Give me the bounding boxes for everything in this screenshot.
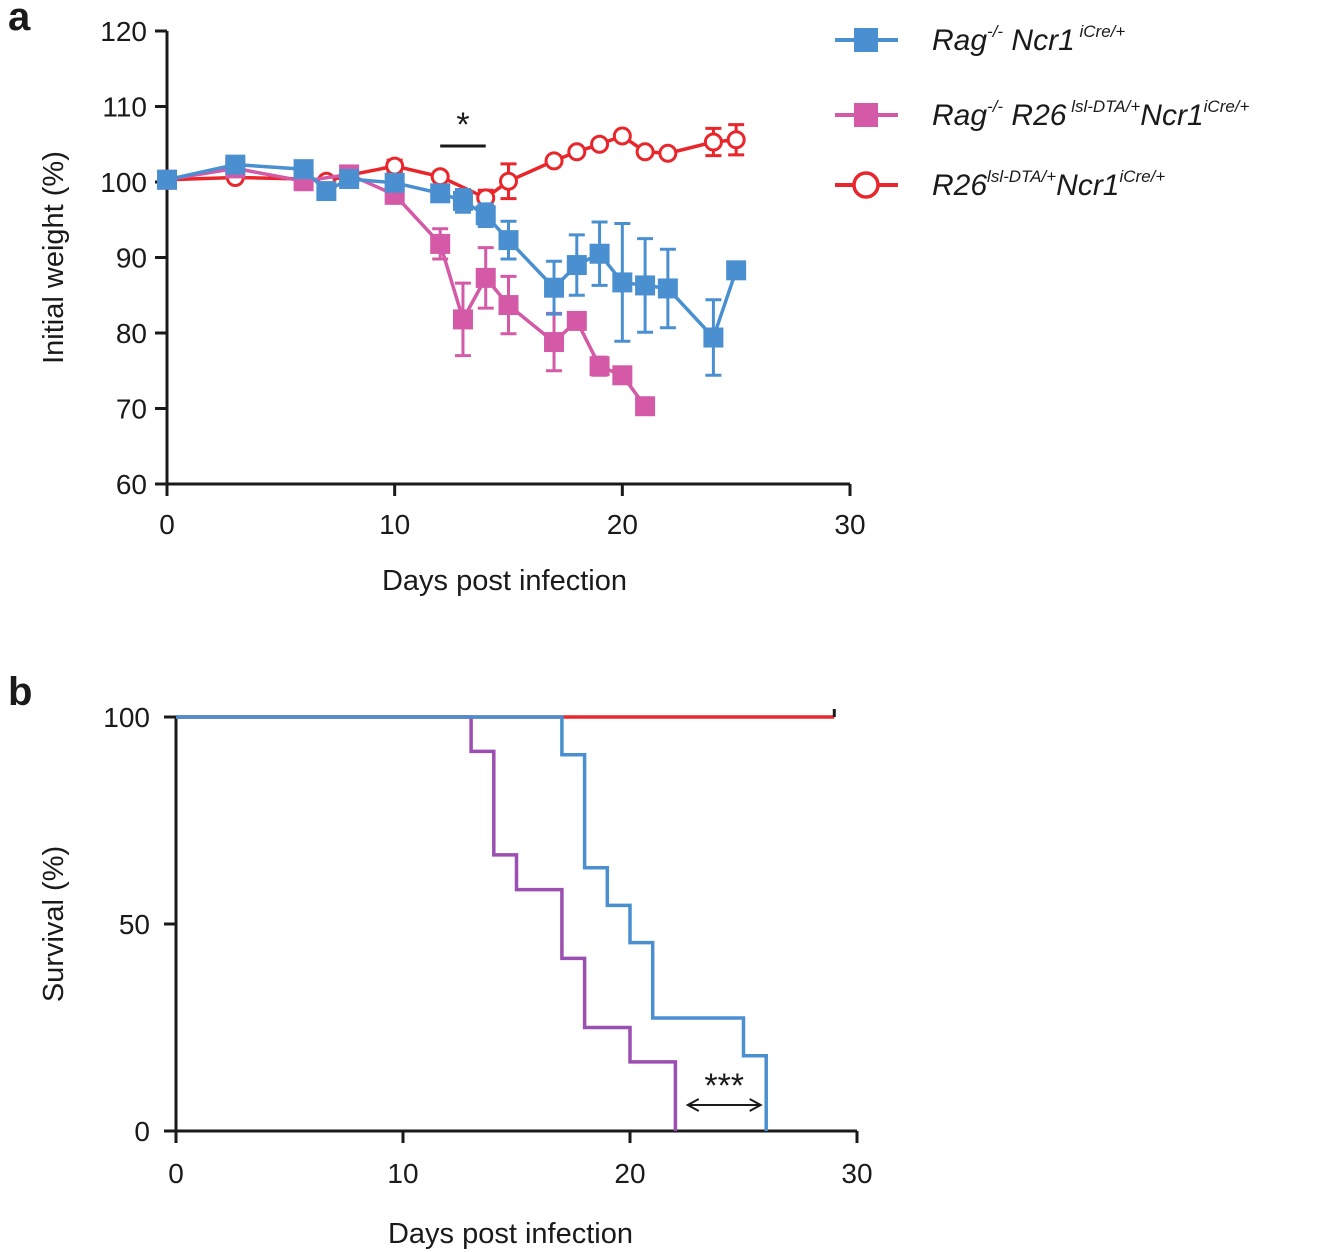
data-point	[225, 154, 246, 175]
data-point	[430, 167, 450, 187]
data-point	[157, 169, 177, 190]
series-blue	[157, 154, 747, 377]
series-magenta	[157, 158, 656, 417]
legend-text-part: Rag	[932, 24, 987, 57]
data-point	[498, 230, 519, 251]
series-line	[166, 166, 647, 408]
survival-chart: 0 50 100 0 10 20 30 Days post infection Survival…	[38, 702, 873, 1250]
data-point	[566, 310, 587, 331]
significance-label: *	[456, 106, 469, 144]
x-tick-label: 10	[379, 509, 410, 540]
legend-item-blue: Rag-/- Ncr1 iCre/+	[835, 22, 1125, 57]
data-point	[293, 159, 314, 180]
x-tick-label: 30	[841, 1158, 872, 1189]
y-tick-label: 60	[116, 469, 147, 500]
survival-curve-magenta	[176, 715, 678, 1131]
data-point	[544, 277, 565, 298]
legend-label: R26lsl-DTA/+Ncr1iCre/+	[932, 167, 1165, 202]
x-tick-label: 30	[834, 509, 865, 540]
data-point	[384, 172, 405, 193]
x-tick-label: 20	[614, 1158, 645, 1189]
data-point	[544, 332, 565, 353]
legend-marker	[852, 171, 880, 199]
y-tick-label: 90	[116, 243, 147, 274]
data-point	[452, 190, 473, 211]
series-line	[166, 162, 738, 341]
data-point	[590, 134, 610, 154]
x-axis-title: Days post infection	[382, 565, 627, 597]
legend-label: Rag-/- Ncr1 iCre/+	[932, 22, 1125, 57]
data-point	[635, 275, 656, 296]
arrow-head-left	[685, 1098, 700, 1112]
x-tick-label: 20	[607, 509, 638, 540]
data-point	[498, 295, 519, 316]
y-tick-label: 50	[119, 909, 150, 940]
x-tick-label: 10	[387, 1158, 418, 1189]
x-tick-label: 0	[168, 1158, 184, 1189]
data-point	[544, 151, 564, 171]
data-point	[657, 278, 678, 299]
x-tick-label: 0	[159, 509, 175, 540]
data-point	[612, 126, 632, 146]
data-point	[499, 171, 518, 191]
data-point	[567, 142, 587, 162]
data-point	[589, 243, 610, 264]
y-axis-title: Survival (%)	[38, 846, 70, 1002]
data-point	[703, 132, 723, 152]
y-tick-label: 100	[100, 167, 147, 198]
data-point	[475, 205, 496, 226]
legend-marker	[854, 28, 878, 52]
legend-superscript: lsl-DTA/+	[1066, 97, 1140, 116]
data-point	[430, 233, 451, 254]
y-tick-label: 70	[116, 394, 147, 425]
arrow-head-right	[749, 1098, 763, 1112]
legend-text-part: Rag	[932, 99, 987, 132]
legend-text-part: Ncr1	[1003, 24, 1075, 57]
weight-chart: 60 70 80 90 100 110 120 0 10 20 30 Days post infect…	[38, 16, 866, 597]
y-axis-title: Initial weight (%)	[38, 151, 70, 364]
legend-text-part: Ncr1	[1140, 99, 1203, 132]
panel-letter-b: b	[8, 670, 32, 714]
data-point	[339, 168, 360, 189]
data-point	[612, 365, 633, 386]
y-tick-label: 0	[134, 1116, 150, 1147]
legend-item-magenta: Rag-/- R26 lsl-DTA/+Ncr1iCre/+	[835, 97, 1250, 132]
y-tick-label: 100	[103, 702, 150, 733]
y-tick-label: 80	[116, 318, 147, 349]
legend-marker	[854, 103, 878, 127]
data-point	[430, 183, 451, 204]
legend-text-part: Ncr1	[1056, 169, 1119, 202]
data-point	[635, 142, 655, 162]
data-point	[726, 130, 746, 150]
panel-letter-a: a	[8, 0, 31, 39]
legend-superscript: iCre/+	[1120, 167, 1166, 186]
data-point	[566, 255, 587, 276]
y-tick-label: 110	[102, 92, 147, 123]
data-point	[658, 143, 678, 163]
data-point	[703, 327, 724, 348]
data-point	[385, 156, 405, 176]
legend-superscript: iCre/+	[1075, 22, 1126, 41]
data-point	[612, 272, 633, 293]
legend-label: Rag-/- R26 lsl-DTA/+Ncr1iCre/+	[932, 97, 1250, 132]
legend-superscript: lsl-DTA/+	[987, 167, 1056, 186]
legend-superscript: -/-	[987, 97, 1003, 116]
data-point	[726, 260, 747, 281]
data-point	[475, 267, 496, 288]
legend-superscript: -/-	[987, 22, 1003, 41]
legend-text-part: R26	[932, 169, 987, 202]
legend-item-red: R26lsl-DTA/+Ncr1iCre/+	[835, 167, 1165, 202]
legend-text-part: R26	[1003, 99, 1067, 132]
survival-curve-blue	[176, 715, 768, 1131]
data-point	[452, 309, 473, 330]
legend: Rag-/- Ncr1 iCre/+Rag-/- R26 lsl-DTA/+Nc…	[835, 22, 1250, 202]
legend-superscript: iCre/+	[1204, 97, 1250, 116]
significance-label: ***	[704, 1067, 744, 1105]
x-axis-title: Days post infection	[388, 1218, 633, 1250]
data-point	[316, 181, 337, 202]
data-point	[635, 396, 656, 417]
y-tick-label: 120	[100, 16, 147, 47]
data-point	[589, 356, 610, 377]
